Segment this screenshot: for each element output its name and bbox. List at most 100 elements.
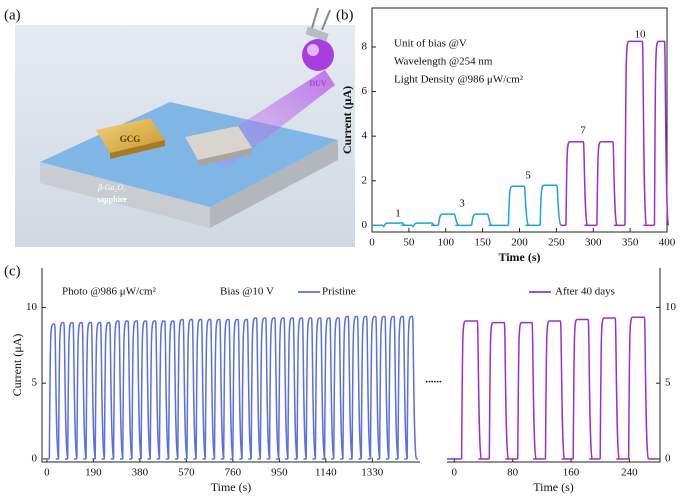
pulse [241,318,253,460]
pulse [323,317,335,460]
pulse [149,320,161,460]
pulse [314,317,326,460]
pulse [411,221,435,228]
x-tick-label: 570 [178,467,195,479]
pulse [103,321,115,460]
y-tick-label: 0 [362,219,368,231]
x-tick-label: 0 [369,237,375,249]
pad-label: GCG [120,134,141,144]
x-axis-label: Time (s) [498,250,540,264]
pulse [397,315,409,460]
panel-label: (b) [336,7,354,23]
substrate-label: sapphire [97,195,127,204]
annotation: 5 [525,170,531,182]
y-axis-label: Current (μA) [10,334,24,397]
source-label: DUV [309,79,327,88]
x-tick-label: 950 [271,467,288,479]
pulse [287,317,298,460]
pulse [378,315,390,460]
x-tick-label: 250 [548,237,565,249]
annotation: 10 [635,29,647,41]
pulse [85,321,97,460]
x2-axis-label: Time (s) [533,480,574,494]
y-tick-label: 8 [362,41,368,53]
pulse [57,321,69,460]
x-tick-label: 200 [511,237,528,249]
separator: ...... [425,374,442,386]
y-axis-label: Current (μA) [340,86,354,154]
x-tick-label: 1140 [315,467,337,479]
y-tick-label: 2 [362,174,368,186]
pulse [382,221,406,228]
pulse [360,315,372,460]
note: Unit of bias @V [394,38,467,50]
pulse [599,317,620,460]
y-tick-label: 0 [32,453,38,465]
layer-label: β-Ga₂O₃ [97,183,126,192]
pulse [259,317,271,460]
pulse [488,321,510,460]
x-tick-label: 240 [621,467,638,479]
pulse [277,317,289,460]
pulse [544,320,566,460]
x-tick-label: 400 [659,237,676,249]
pulse [296,317,308,460]
y-tick-label: 5 [665,377,671,389]
legend-label: After 40 days [555,286,615,298]
x-tick-label: 1330 [361,467,384,479]
pulse [131,320,143,460]
pulse [624,40,648,226]
axis-right [447,268,661,463]
pulse [140,320,152,460]
x-tick-label: 0 [452,467,458,479]
pulse [158,320,170,460]
pulse [572,318,593,460]
pulse [195,318,207,460]
y-tick-label: 10 [665,301,677,313]
x-tick-label: 350 [622,237,639,249]
note: Light Density @986 μW/cm² [394,74,524,86]
pulse [213,318,225,460]
panel-label: (a) [4,7,21,23]
x-tick-label: 80 [507,467,519,479]
x-tick-label: 190 [85,467,102,479]
annotation: 3 [459,198,465,210]
pulse [470,213,493,226]
note: Wavelength @254 nm [394,56,493,68]
legend-label: Pristine [322,286,356,298]
note: Bias @10 V [220,286,274,298]
pulse [268,317,280,460]
axis-left [41,268,420,463]
pulse [351,315,363,460]
y-tick-label: 4 [362,130,368,142]
x-tick-label: 160 [563,467,580,479]
pulse [507,185,530,226]
pulse [186,318,198,460]
x-tick-label: 100 [438,237,455,249]
pulse [222,318,234,460]
pulse [342,315,354,460]
pulse [177,318,188,460]
x-tick-label: 760 [225,467,242,479]
pulse [204,318,216,460]
device-illustration: GCG β-Ga₂O₃ sapphire DUV [15,7,355,247]
pulse [627,316,650,460]
pulse [333,317,344,460]
pulse [460,320,483,460]
pulse [517,321,537,460]
annotation: 7 [580,125,586,137]
x-tick-label: 150 [474,237,491,249]
pulse [48,323,60,460]
pulse [388,315,399,460]
annotation: 1 [395,208,401,220]
pulse [596,140,618,226]
pulse [565,140,589,226]
pulse [437,213,459,226]
pulse [112,320,124,460]
pulse [250,317,262,460]
pulse [121,320,133,460]
pulse [406,315,418,460]
x-tick-label: 50 [403,237,415,249]
pulse [305,317,317,460]
